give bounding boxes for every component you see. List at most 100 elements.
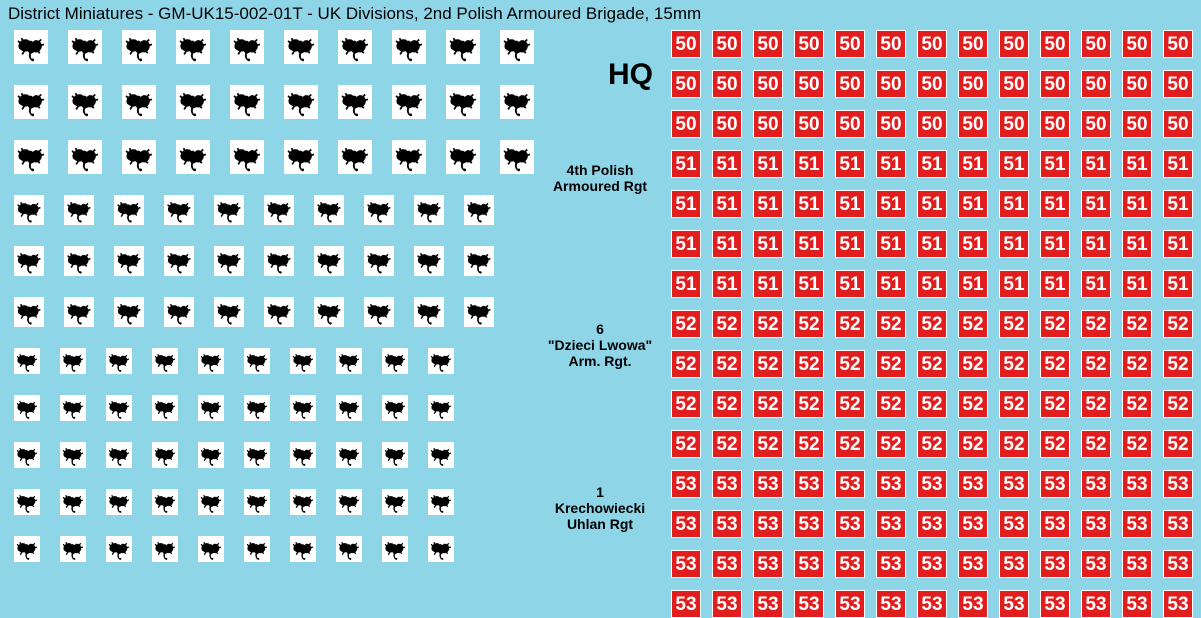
unit-number-decal: 53 — [753, 550, 783, 578]
unit-number-decal: 50 — [917, 30, 947, 58]
unit-number-decal: 52 — [712, 310, 742, 338]
scorpion-emblem-icon — [198, 442, 224, 468]
unit-number-decal: 53 — [1081, 550, 1111, 578]
scorpion-emblem-icon — [336, 348, 362, 374]
scorpion-emblem-icon — [176, 30, 210, 64]
unit-number-decal: 53 — [917, 590, 947, 618]
unit-number-decal: 53 — [958, 590, 988, 618]
unit-number-decal: 53 — [1081, 470, 1111, 498]
unit-number-decal: 51 — [671, 270, 701, 298]
unit-number-decal: 53 — [917, 510, 947, 538]
number-row: 52525252525252525252525252 — [671, 350, 1193, 378]
unit-number-decal: 52 — [835, 310, 865, 338]
insignia-row — [14, 348, 534, 374]
scorpion-emblem-icon — [414, 195, 444, 225]
unit-number-decal: 52 — [671, 350, 701, 378]
scorpion-emblem-icon — [290, 536, 316, 562]
unit-number-decal: 53 — [876, 470, 906, 498]
unit-number-decal: 53 — [1040, 470, 1070, 498]
unit-number-decal: 52 — [917, 310, 947, 338]
unit-number-decal: 51 — [835, 190, 865, 218]
insignia-row — [14, 140, 534, 174]
unit-number-decal: 53 — [876, 510, 906, 538]
unit-number-decal: 52 — [753, 310, 783, 338]
unit-number-decal: 53 — [876, 590, 906, 618]
number-row: 51515151515151515151515151 — [671, 270, 1193, 298]
unit-number-decal: 53 — [794, 590, 824, 618]
unit-number-decal: 52 — [1122, 430, 1152, 458]
unit-number-decal: 50 — [1122, 30, 1152, 58]
scorpion-emblem-icon — [314, 246, 344, 276]
scorpion-emblem-icon — [176, 140, 210, 174]
scorpion-emblem-icon — [244, 395, 270, 421]
scorpion-emblem-icon — [198, 489, 224, 515]
insignia-row — [14, 246, 534, 276]
unit-number-decal: 53 — [1081, 590, 1111, 618]
unit-number-decal: 51 — [876, 270, 906, 298]
unit-number-decal: 53 — [999, 550, 1029, 578]
scorpion-emblem-icon — [14, 246, 44, 276]
scorpion-emblem-icon — [338, 30, 372, 64]
unit-number-decal: 53 — [671, 550, 701, 578]
scorpion-emblem-icon — [14, 140, 48, 174]
number-row: 53535353535353535353535353 — [671, 470, 1193, 498]
unit-number-decal: 50 — [835, 110, 865, 138]
unit-number-decal: 53 — [712, 470, 742, 498]
scorpion-emblem-icon — [214, 195, 244, 225]
unit-number-decal: 52 — [1040, 350, 1070, 378]
scorpion-emblem-icon — [428, 442, 454, 468]
unit-number-decal: 51 — [794, 150, 824, 178]
unit-number-decal: 53 — [999, 590, 1029, 618]
scorpion-emblem-icon — [114, 297, 144, 327]
unit-number-decal: 51 — [958, 270, 988, 298]
number-row: 52525252525252525252525252 — [671, 430, 1193, 458]
unit-number-decal: 50 — [1122, 70, 1152, 98]
unit-number-decal: 51 — [1040, 190, 1070, 218]
unit-number-decal: 52 — [671, 310, 701, 338]
unit-number-decal: 51 — [1122, 150, 1152, 178]
unit-number-decal: 50 — [671, 30, 701, 58]
unit-number-decal: 51 — [876, 230, 906, 258]
scorpion-emblem-icon — [164, 246, 194, 276]
unit-number-decal: 53 — [671, 590, 701, 618]
unit-number-decal: 51 — [876, 150, 906, 178]
unit-number-decal: 51 — [712, 270, 742, 298]
scorpion-emblem-icon — [114, 246, 144, 276]
scorpion-emblem-icon — [264, 297, 294, 327]
scorpion-emblem-icon — [382, 348, 408, 374]
scorpion-emblem-icon — [152, 489, 178, 515]
unit-number-decal: 53 — [1122, 590, 1152, 618]
scorpion-emblem-icon — [106, 395, 132, 421]
scorpion-emblem-icon — [264, 195, 294, 225]
unit-number-decal: 53 — [794, 550, 824, 578]
unit-number-decal: 51 — [1163, 230, 1193, 258]
unit-number-decal: 52 — [794, 310, 824, 338]
number-row: 50505050505050505050505050 — [671, 30, 1193, 58]
scorpion-emblem-icon — [428, 348, 454, 374]
scorpion-emblem-icon — [338, 85, 372, 119]
scorpion-emblem-icon — [446, 30, 480, 64]
unit-number-decal: 51 — [1163, 150, 1193, 178]
unit-number-decal: 52 — [876, 350, 906, 378]
scorpion-emblem-icon — [14, 195, 44, 225]
scorpion-emblem-icon — [414, 246, 444, 276]
insignia-row — [14, 536, 534, 562]
unit-number-decal: 50 — [753, 70, 783, 98]
number-row: 51515151515151515151515151 — [671, 190, 1193, 218]
unit-number-decal: 52 — [999, 430, 1029, 458]
unit-number-decal: 52 — [753, 430, 783, 458]
unit-number-decal: 53 — [835, 550, 865, 578]
scorpion-emblem-icon — [64, 195, 94, 225]
scorpion-emblem-icon — [338, 140, 372, 174]
unit-number-decal: 52 — [794, 390, 824, 418]
scorpion-emblem-icon — [364, 297, 394, 327]
unit-number-decal: 53 — [671, 470, 701, 498]
unit-number-decal: 51 — [1081, 150, 1111, 178]
number-row: 53535353535353535353535353 — [671, 550, 1193, 578]
unit-number-decal: 50 — [835, 30, 865, 58]
unit-number-decal: 51 — [999, 150, 1029, 178]
scorpion-emblem-icon — [284, 85, 318, 119]
unit-number-decal: 52 — [958, 390, 988, 418]
unit-number-decal: 52 — [1163, 430, 1193, 458]
scorpion-emblem-icon — [164, 195, 194, 225]
